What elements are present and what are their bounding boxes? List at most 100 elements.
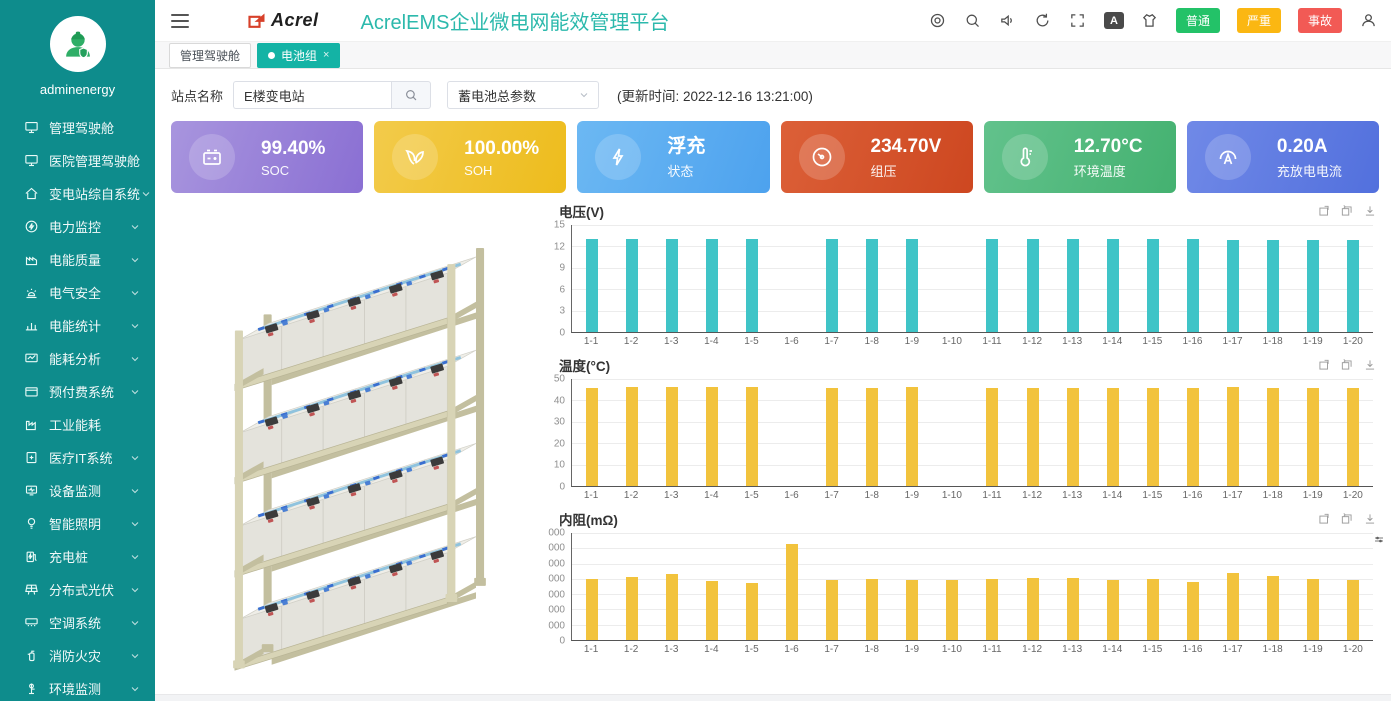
toolbox-download-icon[interactable] [1363,358,1377,372]
bar [866,578,879,640]
sidebar-item-18[interactable]: 环境监测 [0,672,155,701]
bar [1186,581,1199,640]
brand-name: Acrel [271,10,319,30]
toolbox-dataview-icon[interactable] [1317,512,1331,526]
sidebar-item-7[interactable]: 电能统计 [0,309,155,342]
bar [666,574,679,640]
bar [906,579,919,640]
volume-icon[interactable] [999,12,1017,30]
fullscreen-icon[interactable] [1069,12,1087,30]
toolbox-restore-icon[interactable] [1340,204,1354,218]
toolbox-download-icon[interactable] [1363,512,1377,526]
bar [626,576,639,640]
tab-1[interactable]: 管理驾驶舱 [169,42,252,68]
chart-bars [572,379,1373,486]
kpi-value: 0.20A [1276,135,1328,157]
bar [1146,578,1159,640]
bar [586,238,599,332]
user-icon[interactable] [1359,12,1377,30]
bar [586,578,599,640]
alarm-level-button-1[interactable]: 普通 [1175,8,1220,33]
site-name-input[interactable] [233,81,392,109]
alarm-level-button-2[interactable]: 严重 [1236,8,1281,33]
sidebar-item-label: 医疗IT系统 [49,451,113,466]
chart-toolbox [1317,204,1377,218]
tab-2[interactable]: 电池组 × [257,42,341,68]
bar [1306,239,1319,332]
battery-rack-image [171,199,539,689]
toolbox-restore-icon[interactable] [1340,512,1354,526]
bar [746,386,759,486]
sidebar-item-6[interactable]: 电气安全 [0,276,155,309]
sidebar-item-4[interactable]: 电力监控 [0,210,155,243]
chart-plot [571,379,1373,487]
sidebar-item-11[interactable]: 医疗IT系统 [0,441,155,474]
sidebar-item-10[interactable]: 工业能耗 [0,408,155,441]
sidebar-item-label: 设备监测 [49,484,102,499]
sidebar-item-2[interactable]: 医院管理驾驶舱 [0,144,155,177]
kpi-label: SOH [464,162,493,178]
alarm-level-button-3[interactable]: 事故 [1297,8,1342,33]
chart-bars [572,533,1373,640]
bulb-icon [24,516,39,531]
sidebar-item-5[interactable]: 电能质量 [0,243,155,276]
bar-chart-icon [24,318,39,333]
kpi-label: 状态 [667,163,694,179]
bar [1346,239,1359,332]
avatar [49,16,106,72]
chart-toolbox [1317,512,1377,526]
sidebar-item-3[interactable]: 变电站综自系统 [0,177,155,210]
bottom-strip [155,694,1391,701]
bar [1226,239,1239,332]
tab-close-icon[interactable]: × [323,49,330,61]
sidebar-item-8[interactable]: 能耗分析 [0,342,155,375]
sidebar-item-9[interactable]: 预付费系统 [0,375,155,408]
sidebar-item-16[interactable]: 空调系统 [0,606,155,639]
chevron-down-icon [129,650,141,662]
toolbox-dataview-icon[interactable] [1317,204,1331,218]
sidebar-item-label: 消防火灾 [49,649,102,664]
sidebar-item-17[interactable]: 消防火灾 [0,639,155,672]
menu-toggle-icon[interactable] [171,13,189,28]
toolbox-restore-icon[interactable] [1340,358,1354,372]
bar [626,386,639,486]
dashboard-icon[interactable] [929,12,947,30]
data-zoom-icon[interactable] [1373,533,1385,545]
bar [826,238,839,332]
bar [786,543,799,640]
kpi-card-组压: 234.70V 组压 [780,121,973,193]
chart-title: 内阻(mΩ) [559,513,618,528]
refresh-icon[interactable] [1034,12,1052,30]
bar [1066,577,1079,640]
language-icon[interactable]: A [1103,12,1124,29]
sidebar-item-13[interactable]: 智能照明 [0,507,155,540]
bar [1066,387,1079,486]
chevron-down-icon [129,452,141,464]
sidebar-item-label: 分布式光伏 [49,583,115,598]
search-button[interactable] [391,81,432,109]
toolbox-dataview-icon[interactable] [1317,358,1331,372]
chevron-down-icon [129,221,141,233]
toolbox-download-icon[interactable] [1363,204,1377,218]
bar [866,238,879,332]
bar [986,238,999,332]
bar [1226,572,1239,640]
active-tab-dot [268,51,276,59]
sidebar-item-12[interactable]: 设备监测 [0,474,155,507]
parameter-select[interactable]: 蓄电池总参数 [447,81,600,109]
kpi-value: 234.70V [870,135,942,157]
chart-plot [571,533,1373,641]
brand-logo: Acrel [247,10,319,31]
chart-title: 电压(V) [559,205,604,220]
sidebar-item-15[interactable]: 分布式光伏 [0,573,155,606]
theme-icon[interactable] [1141,12,1159,30]
search-icon[interactable] [964,12,982,30]
sidebar-item-14[interactable]: 充电桩 [0,540,155,573]
kpi-value: 99.40% [261,137,326,159]
bar [906,387,919,486]
ammeter-icon [1204,134,1251,180]
ac-icon [24,615,39,630]
sidebar-item-1[interactable]: 管理驾驶舱 [0,111,155,144]
analysis-icon [24,351,39,366]
bar [1026,238,1039,332]
